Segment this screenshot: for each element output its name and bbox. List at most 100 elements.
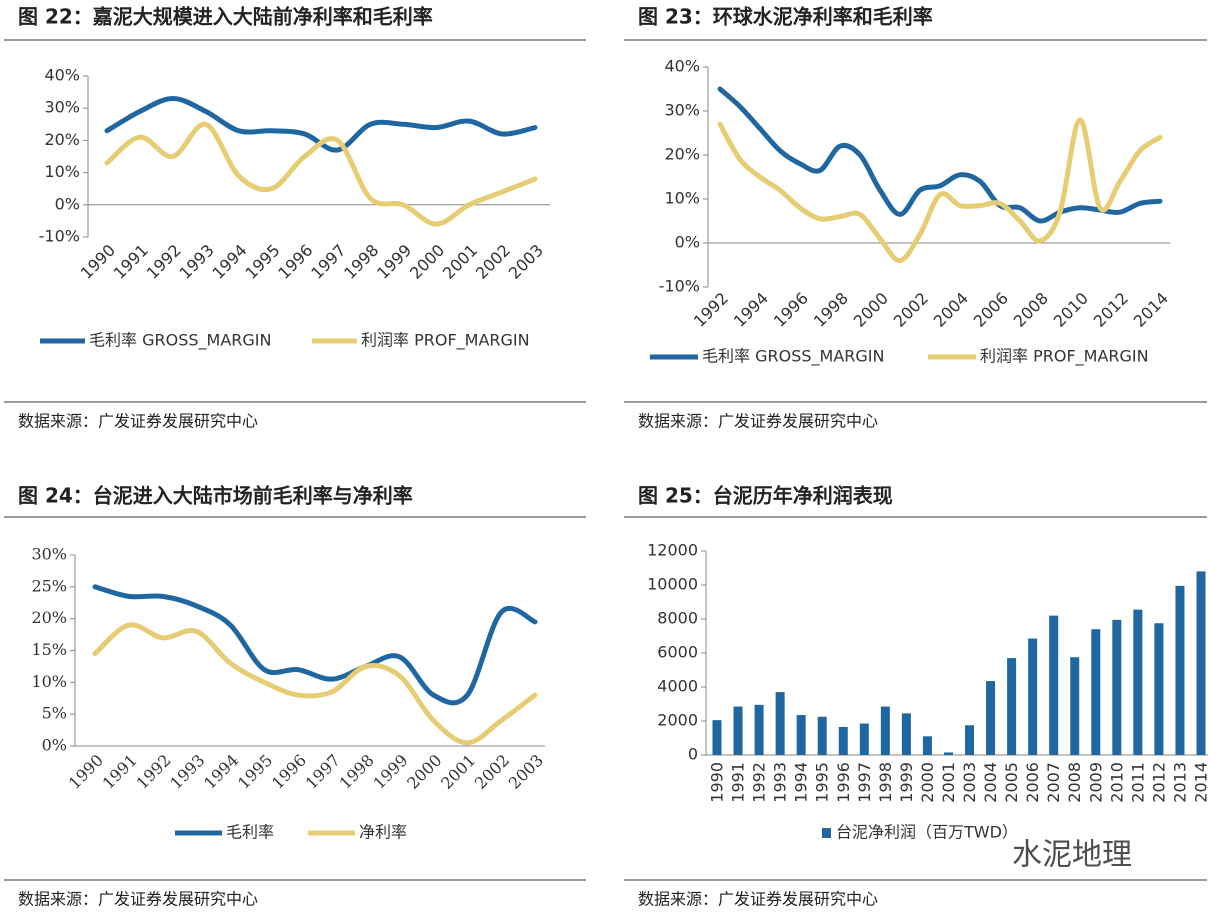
bar xyxy=(1091,629,1101,755)
x-tick-label: 2003 xyxy=(960,762,979,803)
y-tick-label: 12000 xyxy=(647,541,698,560)
bar xyxy=(880,706,890,755)
y-tick-label: 8000 xyxy=(657,609,698,628)
legend-label: 毛利率 xyxy=(226,823,274,842)
y-tick-label: 0% xyxy=(675,233,700,252)
y-tick-label: 20% xyxy=(44,130,80,149)
y-tick-label: 30% xyxy=(44,98,80,117)
bar xyxy=(775,692,785,755)
x-tick-label: 1998 xyxy=(810,289,852,331)
bar xyxy=(922,736,932,755)
legend-label: 毛利率 GROSS_MARGIN xyxy=(702,347,884,367)
x-tick-label: 2000 xyxy=(406,241,448,283)
bar xyxy=(1049,615,1059,755)
x-tick-label: 1996 xyxy=(770,289,812,331)
y-tick-label: 15% xyxy=(31,640,67,659)
figure-title: 图 25：台泥历年净利润表现 xyxy=(638,484,893,508)
x-tick-label: 1991 xyxy=(729,762,748,803)
x-tick-label: 1992 xyxy=(750,762,769,803)
y-tick-label: 25% xyxy=(31,576,67,595)
x-tick-label: 1997 xyxy=(855,762,874,803)
x-tick-label: 1999 xyxy=(897,762,916,803)
bar xyxy=(796,715,806,755)
x-tick-label: 1999 xyxy=(373,241,415,283)
x-tick-label: 2014 xyxy=(1130,289,1172,331)
x-tick-label: 2003 xyxy=(505,241,547,283)
bar xyxy=(754,704,764,755)
x-tick-label: 1994 xyxy=(730,289,772,331)
line-series xyxy=(717,117,1163,264)
x-tick-label: 2012 xyxy=(1090,289,1132,331)
bar xyxy=(1007,658,1017,755)
y-tick-label: -10% xyxy=(39,227,80,246)
y-tick-label: 40% xyxy=(664,57,700,76)
y-tick-label: -10% xyxy=(659,277,700,296)
x-tick-label: 1996 xyxy=(268,751,310,793)
line-series xyxy=(92,622,538,746)
legend-label: 利润率 PROF_MARGIN xyxy=(980,347,1149,367)
x-tick-label: 2001 xyxy=(939,762,958,803)
y-tick-label: 0 xyxy=(688,745,698,764)
x-tick-label: 2006 xyxy=(970,289,1012,331)
x-tick-label: 1997 xyxy=(302,751,344,793)
y-tick-label: 10% xyxy=(44,162,80,181)
x-tick-label: 1995 xyxy=(234,751,276,793)
y-tick-label: 20% xyxy=(31,608,67,627)
x-tick-label: 2000 xyxy=(850,289,892,331)
bar xyxy=(712,720,722,755)
y-tick-label: 30% xyxy=(31,545,67,564)
x-tick-label: 1994 xyxy=(792,762,811,803)
x-tick-label: 1995 xyxy=(241,241,283,283)
bar xyxy=(817,716,827,755)
x-tick-label: 1993 xyxy=(176,241,218,283)
line-series xyxy=(717,86,1163,224)
legend-swatch xyxy=(822,828,831,838)
bar xyxy=(1196,571,1206,755)
x-tick-label: 2006 xyxy=(1023,762,1042,803)
bar xyxy=(986,681,996,755)
x-tick-label: 1993 xyxy=(166,751,208,793)
source: 数据来源：广发证券发展研究中心 xyxy=(18,412,258,431)
bar xyxy=(943,752,953,755)
x-tick-label: 2002 xyxy=(472,241,514,283)
x-tick-label: 2010 xyxy=(1107,762,1126,803)
legend-label: 净利率 xyxy=(359,823,407,842)
legend-label: 台泥净利润（百万TWD） xyxy=(836,823,1018,842)
bar xyxy=(1112,619,1122,755)
x-tick-label: 1996 xyxy=(274,241,316,283)
y-tick-label: 30% xyxy=(664,101,700,120)
x-tick-label: 2010 xyxy=(1050,289,1092,331)
x-tick-label: 1997 xyxy=(307,241,349,283)
y-tick-label: 10% xyxy=(31,672,67,691)
bar xyxy=(965,725,975,755)
legend-label: 利润率 PROF_MARGIN xyxy=(361,331,530,351)
x-tick-label: 2000 xyxy=(403,751,445,793)
bar xyxy=(1133,609,1143,755)
y-tick-label: 4000 xyxy=(657,677,698,696)
y-tick-label: 2000 xyxy=(657,711,698,730)
y-tick-label: 5% xyxy=(42,704,67,723)
x-tick-label: 1998 xyxy=(876,762,895,803)
watermark: 水泥地理 xyxy=(1012,838,1132,873)
y-tick-label: 0% xyxy=(55,194,80,213)
x-tick-label: 2011 xyxy=(1128,762,1147,803)
bar xyxy=(1070,657,1080,755)
x-tick-label: 1993 xyxy=(771,762,790,803)
x-tick-label: 1992 xyxy=(132,751,174,793)
x-tick-label: 1991 xyxy=(110,241,152,283)
x-tick-label: 2013 xyxy=(1170,762,1189,803)
x-tick-label: 1996 xyxy=(834,762,853,803)
bar xyxy=(1154,623,1164,755)
y-tick-label: 40% xyxy=(44,66,80,85)
x-tick-label: 1990 xyxy=(65,751,107,793)
x-tick-label: 2002 xyxy=(890,289,932,331)
bar xyxy=(859,723,869,755)
x-tick-label: 2003 xyxy=(505,751,547,793)
source: 数据来源：广发证券发展研究中心 xyxy=(18,890,258,909)
bar xyxy=(1175,585,1185,755)
bar xyxy=(901,713,911,755)
x-tick-label: 2008 xyxy=(1065,762,1084,803)
y-tick-label: 6000 xyxy=(657,643,698,662)
x-tick-label: 2000 xyxy=(918,762,937,803)
x-tick-label: 2009 xyxy=(1086,762,1105,803)
